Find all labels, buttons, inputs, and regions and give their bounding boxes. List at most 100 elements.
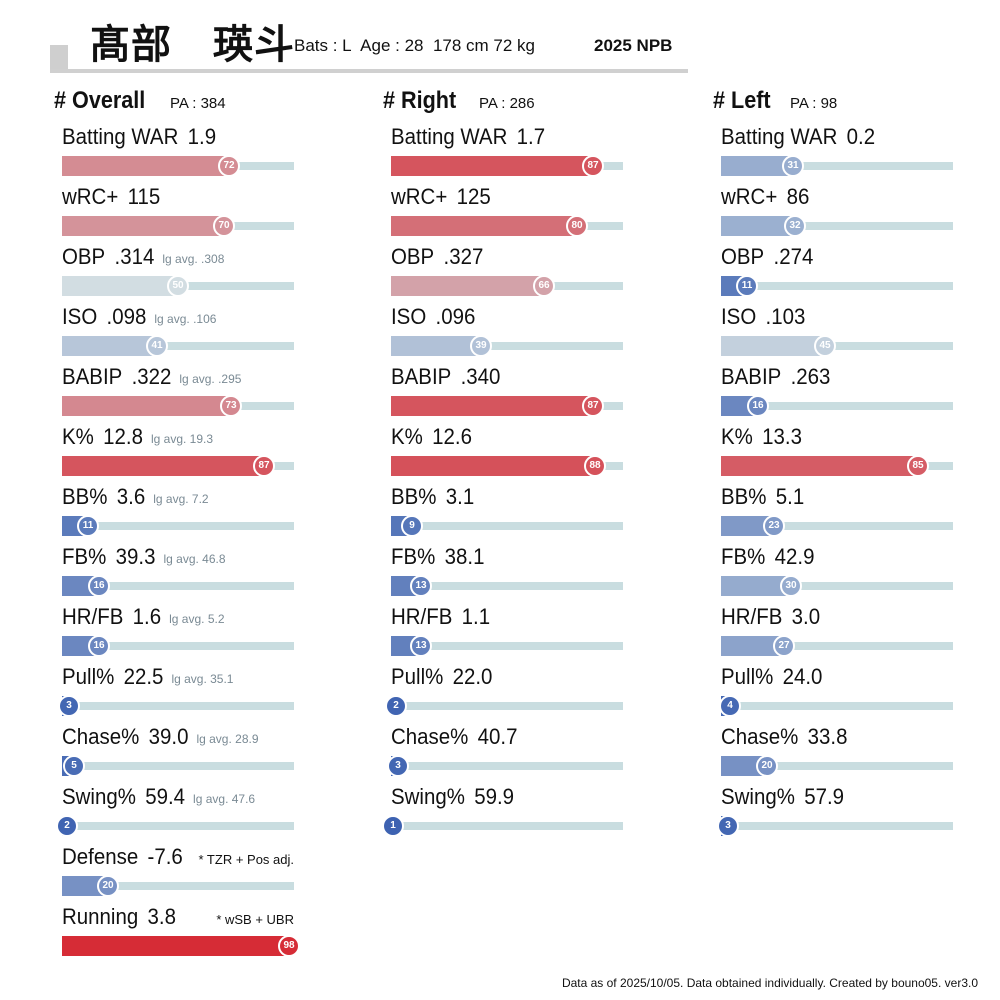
percentile-badge: 3 — [58, 695, 80, 717]
metric-label: BB% 3.6 — [62, 484, 145, 510]
metric-value: .103 — [765, 304, 806, 329]
header-accent-block — [50, 45, 68, 71]
metric-name: BABIP — [62, 364, 123, 389]
metric-row-wrc: wRC+ 125 80 — [383, 178, 683, 238]
metric-value: .274 — [773, 244, 814, 269]
bar-fill — [62, 156, 229, 176]
metric-name: wRC+ — [62, 184, 119, 209]
percentile-badge: 87 — [253, 455, 275, 477]
percentile-badge: 16 — [747, 395, 769, 417]
metric-label: Batting WAR 0.2 — [721, 124, 875, 150]
metric-label: Chase% 40.7 — [391, 724, 517, 750]
metric-value: 115 — [127, 184, 161, 209]
bar-track — [391, 522, 623, 530]
metric-footnote: * TZR + Pos adj. — [198, 852, 295, 867]
percentile-badge: 80 — [566, 215, 588, 237]
metric-name: Chase% — [721, 724, 799, 749]
metric-value: 13.3 — [762, 424, 802, 449]
metric-value: .340 — [460, 364, 501, 389]
metric-name: BB% — [391, 484, 437, 509]
metric-name: BB% — [721, 484, 767, 509]
metric-label: Swing% 59.4 — [62, 784, 185, 810]
percentile-badge: 31 — [782, 155, 804, 177]
age: Age : 28 — [360, 36, 424, 55]
metric-value: 86 — [786, 184, 810, 209]
percentile-badge: 16 — [88, 635, 110, 657]
bar-fill — [62, 216, 224, 236]
percentile-badge: 72 — [218, 155, 240, 177]
metric-row-k: K% 12.8 lg avg. 19.3 87 — [54, 418, 354, 478]
percentile-badge: 16 — [88, 575, 110, 597]
metric-label: Pull% 24.0 — [721, 664, 822, 690]
metric-value: 1.9 — [187, 124, 217, 149]
bar-track — [721, 162, 953, 170]
metric-label: Swing% 59.9 — [391, 784, 514, 810]
metric-name: HR/FB — [721, 604, 783, 629]
metric-label: ISO .098 — [62, 304, 146, 330]
metric-value: 3.8 — [147, 904, 176, 929]
bar-track — [391, 762, 623, 770]
percentile-badge: 66 — [533, 275, 555, 297]
metric-row-batting-war: Batting WAR 0.2 31 — [713, 118, 1000, 178]
metric-value: 39.3 — [115, 544, 156, 569]
metric-row-swing: Swing% 59.4 lg avg. 47.6 2 — [54, 778, 354, 838]
bar-fill — [62, 336, 157, 356]
bar-fill — [62, 936, 289, 956]
metric-label: Pull% 22.0 — [391, 664, 492, 690]
metric-value: .263 — [790, 364, 831, 389]
metric-label: HR/FB 1.1 — [391, 604, 490, 630]
metric-name: Batting WAR — [62, 124, 179, 149]
bar-track — [62, 522, 294, 530]
metric-name: ISO — [721, 304, 757, 329]
metric-name: Chase% — [62, 724, 140, 749]
metric-row-bb: BB% 3.1 9 — [383, 478, 683, 538]
metric-row-wrc: wRC+ 115 70 — [54, 178, 354, 238]
bar-track — [62, 342, 294, 350]
metric-value: 3.0 — [791, 604, 821, 629]
metric-name: Swing% — [62, 784, 136, 809]
metric-name: Batting WAR — [391, 124, 508, 149]
percentile-badge: 1 — [382, 815, 404, 837]
percentile-badge: 87 — [582, 155, 604, 177]
metric-row-obp: OBP .327 66 — [383, 238, 683, 298]
metric-name: ISO — [391, 304, 427, 329]
league-average-note: lg avg. 47.6 — [193, 792, 256, 806]
metric-row-hr-fb: HR/FB 1.1 13 — [383, 598, 683, 658]
league-average-note: lg avg. 28.9 — [196, 732, 259, 746]
metric-label: K% 13.3 — [721, 424, 802, 450]
metric-name: FB% — [62, 544, 107, 569]
metric-name: OBP — [721, 244, 765, 269]
metric-row-babip: BABIP .340 87 — [383, 358, 683, 418]
metric-name: OBP — [391, 244, 435, 269]
metric-label: Chase% 33.8 — [721, 724, 847, 750]
bar-track — [721, 522, 953, 530]
metric-label: OBP .327 — [391, 244, 483, 270]
metric-row-pull: Pull% 22.0 2 — [383, 658, 683, 718]
metric-name: K% — [62, 424, 94, 449]
bar-track — [391, 642, 623, 650]
metric-label: HR/FB 1.6 — [62, 604, 161, 630]
metric-value: 1.6 — [132, 604, 162, 629]
percentile-badge: 50 — [167, 275, 189, 297]
percentile-badge: 30 — [780, 575, 802, 597]
metric-row-chase: Chase% 39.0 lg avg. 28.9 5 — [54, 718, 354, 778]
metric-value: 40.7 — [477, 724, 518, 749]
metric-row-k: K% 13.3 85 — [713, 418, 1000, 478]
bar-fill — [721, 756, 767, 776]
league-average-note: lg avg. .106 — [154, 312, 217, 326]
metric-name: OBP — [62, 244, 106, 269]
bar-fill — [721, 576, 791, 596]
bar-track — [391, 702, 623, 710]
metric-label: ISO .103 — [721, 304, 805, 330]
bar-fill — [391, 156, 593, 176]
percentile-badge: 9 — [401, 515, 423, 537]
metric-row-iso: ISO .098 lg avg. .106 41 — [54, 298, 354, 358]
metric-value: 0.2 — [846, 124, 876, 149]
metric-label: FB% 38.1 — [391, 544, 484, 570]
bar-fill — [721, 156, 793, 176]
bar-track — [62, 762, 294, 770]
percentile-badge: 23 — [763, 515, 785, 537]
metric-value: 1.7 — [516, 124, 546, 149]
metric-label: Batting WAR 1.7 — [391, 124, 545, 150]
metric-label: wRC+ 125 — [391, 184, 491, 210]
